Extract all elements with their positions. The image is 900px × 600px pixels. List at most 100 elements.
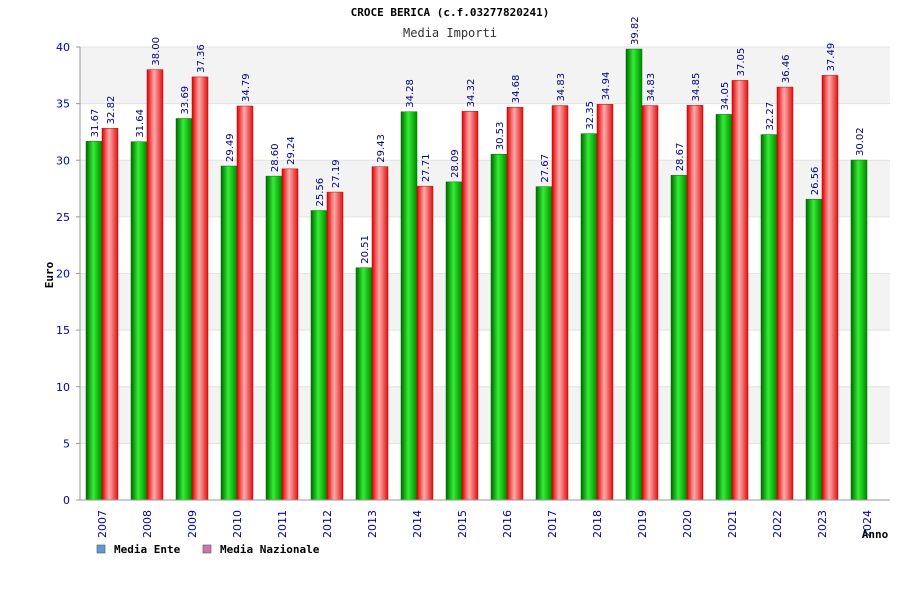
bar-media-ente [265, 175, 283, 501]
legend-swatch-media-nazionale [202, 544, 212, 554]
bar-media-nazionale [191, 76, 209, 501]
bar-media-ente [355, 267, 373, 501]
legend-swatch-media-ente [96, 544, 106, 554]
bar-value-label: 33.69 [180, 86, 191, 115]
x-tick-label: 2021 [726, 510, 739, 538]
plot-band [80, 103, 890, 161]
x-tick-label: 2015 [456, 510, 469, 538]
bar-media-nazionale [821, 75, 839, 501]
bar-media-nazionale [551, 105, 569, 501]
x-tick-label: 2012 [321, 510, 334, 538]
legend-label-media-ente: Media Ente [114, 543, 181, 556]
x-tick-label: 2016 [501, 510, 514, 538]
bar-value-label: 34.32 [466, 79, 477, 108]
x-axis-label: Anno [862, 528, 889, 541]
bar-value-label: 29.49 [225, 133, 236, 162]
bar-media-nazionale [236, 105, 254, 501]
chart-subtitle: Media Importi [403, 26, 497, 40]
x-tick-label: 2019 [636, 510, 649, 538]
bar-value-label: 37.05 [736, 48, 747, 77]
bar-media-ente [760, 134, 778, 501]
bar-media-ente [310, 210, 328, 501]
bar-value-label: 32.27 [765, 102, 776, 131]
y-tick-label: 10 [56, 381, 70, 394]
x-tick-label: 2024 [861, 510, 874, 538]
bar-value-label: 39.82 [630, 16, 641, 45]
x-tick-label: 2008 [141, 510, 154, 538]
x-tick-label: 2014 [411, 510, 424, 538]
plot-band [80, 216, 890, 274]
bar-media-ente [715, 114, 733, 501]
bar-media-ente [85, 141, 103, 501]
bar-media-ente [130, 141, 148, 501]
bar-media-nazionale [776, 86, 794, 501]
bar-media-ente [220, 165, 238, 501]
bar-value-label: 32.82 [106, 96, 117, 125]
bar-media-nazionale [596, 104, 614, 501]
bar-value-label: 25.56 [315, 178, 326, 207]
y-axis-label: Euro [43, 261, 56, 288]
bar-media-ente [535, 186, 553, 501]
bar-media-ente [175, 118, 193, 501]
bar-value-label: 34.83 [556, 73, 567, 102]
bar-value-label: 29.43 [376, 134, 387, 163]
y-tick-label: 5 [63, 437, 70, 450]
y-tick-label: 15 [56, 324, 70, 337]
bar-value-label: 28.09 [450, 149, 461, 178]
bar-media-nazionale [281, 168, 299, 501]
bar-value-label: 36.46 [781, 54, 792, 83]
bar-value-label: 27.67 [540, 154, 551, 183]
x-tick-label: 2018 [591, 510, 604, 538]
y-tick-label: 0 [63, 494, 70, 507]
x-tick-label: 2007 [96, 510, 109, 538]
bar-media-nazionale [731, 80, 749, 501]
bar-value-label: 34.83 [646, 73, 657, 102]
x-tick-label: 2011 [276, 510, 289, 538]
bar-value-label: 29.24 [286, 136, 297, 165]
bar-media-ente [490, 153, 508, 501]
plot-band [80, 273, 890, 331]
x-tick-label: 2022 [771, 510, 784, 538]
bar-value-label: 34.68 [511, 75, 522, 104]
bar-value-label: 28.67 [675, 143, 686, 172]
bar-media-ente [625, 48, 643, 501]
bar-value-label: 32.35 [585, 101, 596, 130]
legend: Media Ente Media Nazionale [96, 543, 320, 556]
bar-value-label: 30.02 [855, 127, 866, 156]
bar-value-label: 27.71 [421, 154, 432, 183]
bar-media-ente [850, 159, 868, 501]
x-tick-label: 2023 [816, 510, 829, 538]
y-tick-label: 40 [56, 41, 70, 54]
bar-value-label: 34.85 [691, 73, 702, 102]
bar-media-nazionale [326, 191, 344, 501]
bars: 31.67 32.82 31.64 38.00 33.69 37.36 29.49 34.79… [85, 16, 868, 501]
x-tick-label: 2013 [366, 510, 379, 538]
bar-media-ente [805, 198, 823, 501]
y-tick-label: 30 [56, 154, 70, 167]
legend-label-media-nazionale: Media Nazionale [220, 543, 320, 556]
y-tick-label: 35 [56, 98, 70, 111]
bar-media-nazionale [101, 128, 119, 501]
bar-value-label: 26.56 [810, 167, 821, 196]
bar-media-nazionale [641, 105, 659, 501]
y-tick-label: 20 [56, 268, 70, 281]
bar-value-label: 20.51 [360, 235, 371, 264]
bar-media-ente [445, 181, 463, 501]
x-tick-label: 2009 [186, 510, 199, 538]
bar-value-label: 30.53 [495, 122, 506, 151]
bar-value-label: 34.79 [241, 73, 252, 102]
bar-media-nazionale [146, 69, 164, 501]
bar-media-nazionale [686, 105, 704, 501]
bar-media-ente [580, 133, 598, 501]
bar-value-label: 27.19 [331, 159, 342, 188]
bar-value-label: 34.05 [720, 82, 731, 111]
bar-value-label: 28.60 [270, 143, 281, 172]
bar-media-ente [400, 111, 418, 501]
bar-value-label: 31.64 [135, 109, 146, 138]
plot-band [80, 443, 890, 500]
y-tick-label: 25 [56, 211, 70, 224]
x-axis-ticks: 2007 2008 2009 2010 2011 2012 2013 2014 2015 2016… [96, 510, 874, 538]
bar-media-ente [670, 175, 688, 501]
plot-band [80, 47, 890, 104]
